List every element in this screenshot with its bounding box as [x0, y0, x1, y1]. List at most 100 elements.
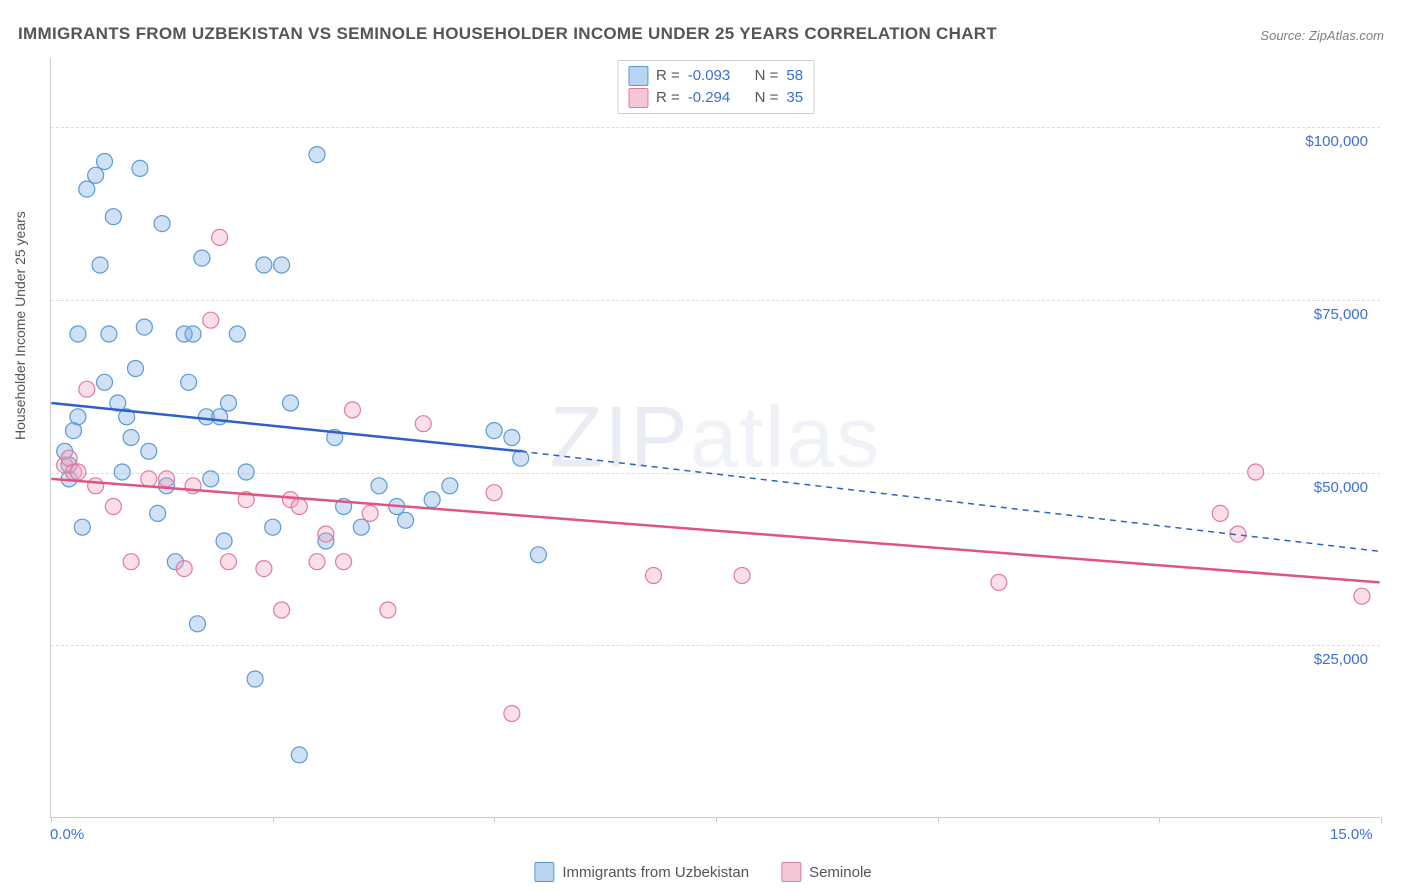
trend-line	[51, 403, 520, 451]
gridline	[51, 473, 1380, 474]
data-point	[132, 160, 148, 176]
data-point	[1354, 588, 1370, 604]
y-axis-label: Householder Income Under 25 years	[12, 211, 28, 440]
data-point	[101, 326, 117, 342]
data-point	[318, 526, 334, 542]
data-point	[88, 478, 104, 494]
data-point	[203, 312, 219, 328]
n-value-1: 35	[786, 87, 803, 109]
y-tick-label: $25,000	[1314, 651, 1368, 668]
legend-row: R = -0.294 N = 35	[628, 87, 803, 109]
data-point	[97, 154, 113, 170]
n-value-0: 58	[786, 65, 803, 87]
data-point	[61, 450, 77, 466]
y-tick-label: $75,000	[1314, 306, 1368, 323]
data-point	[291, 747, 307, 763]
data-point	[57, 443, 73, 459]
data-point	[220, 554, 236, 570]
plot-area: ZIPatlas $25,000 $50,000 $75,000 $100,000 R…	[50, 58, 1380, 818]
data-point	[154, 216, 170, 232]
legend-label: Immigrants from Uzbekistan	[562, 864, 749, 881]
data-point	[238, 492, 254, 508]
source-label: Source:	[1260, 28, 1305, 43]
data-point	[530, 547, 546, 563]
legend-swatch-uzbekistan	[534, 862, 554, 882]
data-point	[398, 512, 414, 528]
watermark-bold: ZIP	[550, 389, 690, 485]
y-tick-label: $50,000	[1314, 479, 1368, 496]
source-attribution: Source: ZipAtlas.com	[1260, 28, 1384, 43]
gridline	[51, 127, 1380, 128]
data-point	[74, 519, 90, 535]
data-point	[110, 395, 126, 411]
x-tick	[938, 817, 939, 823]
data-point	[1212, 505, 1228, 521]
data-point	[380, 602, 396, 618]
x-tick-label: 15.0%	[1330, 826, 1373, 843]
legend-row: R = -0.093 N = 58	[628, 65, 803, 87]
data-point	[309, 147, 325, 163]
data-point	[256, 257, 272, 273]
legend-item-uzbekistan: Immigrants from Uzbekistan	[534, 862, 749, 882]
data-point	[646, 568, 662, 584]
legend-swatch-seminole	[628, 88, 648, 108]
n-label: N =	[755, 65, 779, 87]
data-point	[486, 485, 502, 501]
data-point	[309, 554, 325, 570]
data-point	[991, 574, 1007, 590]
data-point	[216, 533, 232, 549]
data-point	[79, 381, 95, 397]
watermark-thin: atlas	[690, 389, 882, 485]
x-tick-label: 0.0%	[50, 826, 84, 843]
data-point	[274, 257, 290, 273]
legend-swatch-seminole	[781, 862, 801, 882]
r-value-1: -0.294	[688, 87, 731, 109]
x-tick	[1159, 817, 1160, 823]
source-value: ZipAtlas.com	[1309, 28, 1384, 43]
trend-line	[51, 479, 1379, 582]
r-value-0: -0.093	[688, 65, 731, 87]
data-point	[336, 499, 352, 515]
data-point	[274, 602, 290, 618]
x-tick	[494, 817, 495, 823]
data-point	[159, 478, 175, 494]
data-point	[198, 409, 214, 425]
data-point	[229, 326, 245, 342]
data-point	[344, 402, 360, 418]
data-point	[371, 478, 387, 494]
chart-title: IMMIGRANTS FROM UZBEKISTAN VS SEMINOLE H…	[18, 24, 997, 44]
r-label: R =	[656, 87, 680, 109]
correlation-legend: R = -0.093 N = 58 R = -0.294 N = 35	[617, 60, 814, 114]
data-point	[504, 706, 520, 722]
data-point	[256, 561, 272, 577]
data-point	[123, 430, 139, 446]
data-point	[212, 409, 228, 425]
data-point	[123, 554, 139, 570]
n-label: N =	[755, 87, 779, 109]
legend-label: Seminole	[809, 864, 872, 881]
data-point	[70, 326, 86, 342]
data-point	[97, 374, 113, 390]
data-point	[442, 478, 458, 494]
y-tick-label: $100,000	[1305, 133, 1368, 150]
data-point	[105, 209, 121, 225]
data-point	[513, 450, 529, 466]
gridline	[51, 300, 1380, 301]
x-tick	[273, 817, 274, 823]
data-point	[128, 361, 144, 377]
r-label: R =	[656, 65, 680, 87]
data-point	[79, 181, 95, 197]
data-point	[194, 250, 210, 266]
data-point	[88, 167, 104, 183]
data-point	[265, 519, 281, 535]
data-point	[136, 319, 152, 335]
data-point	[66, 423, 82, 439]
data-point	[291, 499, 307, 515]
x-tick	[1381, 817, 1382, 823]
data-point	[1230, 526, 1246, 542]
legend-swatch-uzbekistan	[628, 66, 648, 86]
data-point	[504, 430, 520, 446]
data-point	[119, 409, 135, 425]
data-point	[734, 568, 750, 584]
data-point	[486, 423, 502, 439]
